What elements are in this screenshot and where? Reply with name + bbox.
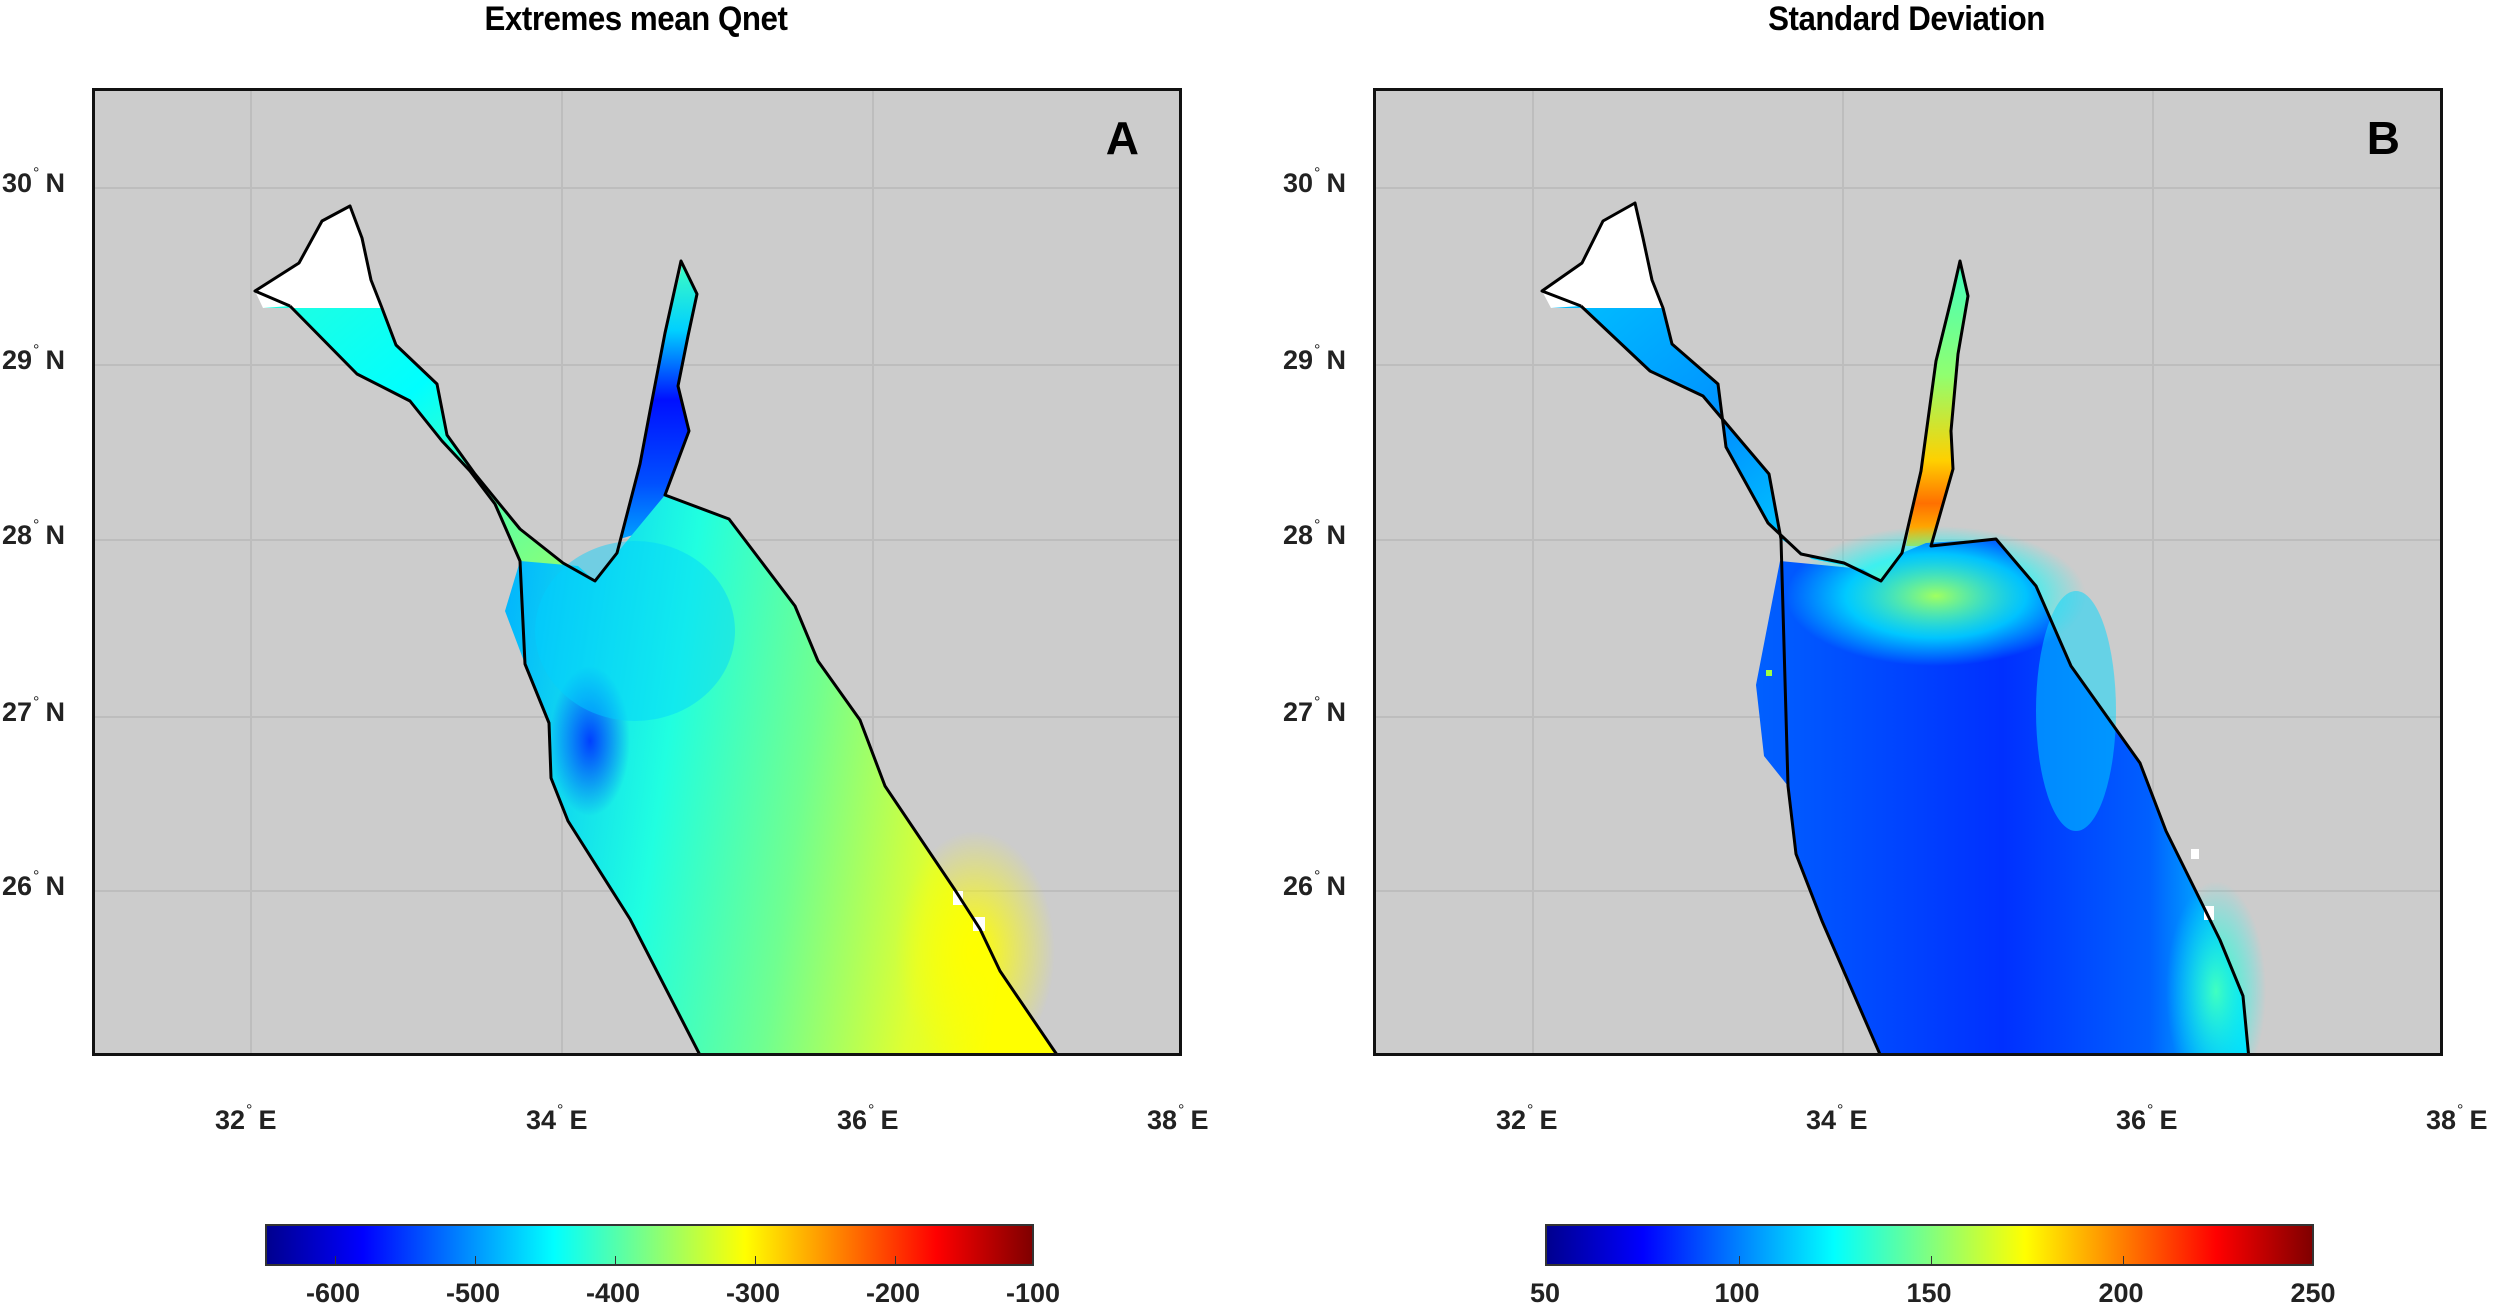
gulf-of-suez	[263, 306, 580, 569]
map-panel-b: B	[1373, 88, 2443, 1056]
panel-label-b: B	[2366, 112, 2400, 164]
masked-pixel	[2204, 906, 2214, 920]
colorbar-tick	[615, 1256, 616, 1264]
yellow-anomaly	[895, 831, 1055, 1053]
lat-label-30n-b: 30° N	[1283, 165, 1346, 198]
lon-label-36e-b: 36° E	[2116, 1102, 2178, 1135]
colorbar-b	[1545, 1224, 2314, 1266]
colorbar-b-label: 200	[2098, 1278, 2144, 1308]
lat-label-27n-a: 27° N	[2, 694, 65, 727]
colorbar-tick	[755, 1256, 756, 1264]
colorbar-b-label: 150	[1906, 1278, 1952, 1308]
lon-label-36e-a: 36° E	[837, 1102, 899, 1135]
masked-pixel	[2191, 849, 2199, 859]
high-variance-north	[1786, 526, 2086, 666]
colorbar-tick	[895, 1256, 896, 1264]
high-variance-east	[2166, 881, 2266, 1053]
lon-label-32e-b: 32° E	[1496, 1102, 1558, 1135]
colorbar-a	[265, 1224, 1034, 1266]
panel-b-title: Standard Deviation	[1768, 0, 2045, 38]
lat-label-26n-b: 26° N	[1283, 868, 1346, 901]
coastline	[1540, 201, 2250, 1053]
colorbar-a-label: -100	[1005, 1278, 1061, 1308]
lat-label-30n-a: 30° N	[2, 165, 65, 198]
cyan-strip-east	[2036, 591, 2116, 831]
outlier-pixel	[1766, 670, 1772, 676]
colorbar-b-label: 50	[1529, 1278, 1561, 1308]
lon-label-34e-b: 34° E	[1806, 1102, 1868, 1135]
blue-anomaly	[550, 666, 630, 816]
lon-label-32e-a: 32° E	[215, 1102, 277, 1135]
colorbar-tick	[1931, 1256, 1932, 1264]
colorbar-a-label: -200	[865, 1278, 921, 1308]
lat-label-28n-a: 28° N	[2, 517, 65, 550]
colorbar-a-label: -500	[445, 1278, 501, 1308]
lat-label-26n-a: 26° N	[2, 868, 65, 901]
gulf-of-suez	[1551, 306, 1863, 569]
colorbar-a-label: -400	[585, 1278, 641, 1308]
panel-label-a: A	[1105, 112, 1139, 164]
northern-red-sea	[1756, 539, 2249, 1053]
colorbar-b-label: 100	[1714, 1278, 1760, 1308]
map-panel-a: A	[92, 88, 1182, 1056]
masked-pixel	[953, 891, 963, 905]
gulf-of-aqaba	[1906, 261, 1968, 546]
lat-label-29n-b: 29° N	[1283, 342, 1346, 375]
coastline	[253, 204, 1058, 1053]
suez-masked-region	[1542, 203, 1663, 308]
colorbar-tick	[475, 1256, 476, 1264]
panel-a-title: Extremes mean Qnet	[484, 0, 788, 38]
lat-label-29n-a: 29° N	[2, 342, 65, 375]
colorbar-tick	[1739, 1256, 1740, 1264]
lon-label-38e-b: 38° E	[2426, 1102, 2488, 1135]
colorbar-b-label: 250	[2290, 1278, 2336, 1308]
colorbar-tick	[2123, 1256, 2124, 1264]
map-a-canvas	[95, 91, 1179, 1053]
lon-label-34e-a: 34° E	[526, 1102, 588, 1135]
colorbar-tick	[335, 1256, 336, 1264]
lon-label-38e-a: 38° E	[1147, 1102, 1209, 1135]
lat-label-28n-b: 28° N	[1283, 517, 1346, 550]
cyan-anomaly	[535, 541, 735, 721]
colorbar-a-label: -300	[725, 1278, 781, 1308]
lat-label-27n-b: 27° N	[1283, 694, 1346, 727]
colorbar-a-label: -600	[305, 1278, 361, 1308]
suez-masked-region	[255, 206, 382, 308]
map-b-canvas	[1376, 91, 2440, 1053]
